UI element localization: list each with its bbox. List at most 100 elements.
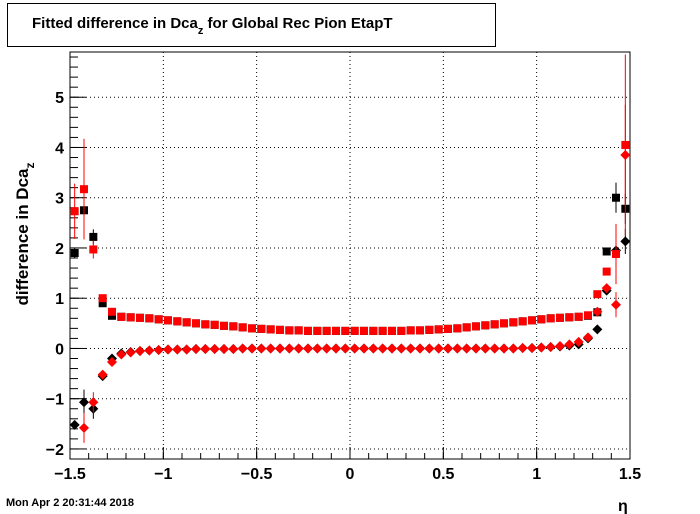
x-tick-label: 1.5 xyxy=(619,466,641,483)
square-marker xyxy=(472,322,480,331)
diamond-marker xyxy=(415,343,425,354)
diamond-marker xyxy=(387,343,397,354)
diamond-marker xyxy=(79,397,89,408)
x-tick-label: 1 xyxy=(532,466,541,483)
square-marker xyxy=(108,307,116,316)
diamond-marker xyxy=(79,422,89,433)
square-marker xyxy=(220,321,228,330)
x-tick-label: −1.5 xyxy=(54,466,86,483)
series-3 xyxy=(79,104,631,443)
square-marker xyxy=(612,249,620,258)
diamond-marker xyxy=(331,343,341,354)
y-tick-labels: −2 −1 0 1 2 3 4 5 xyxy=(46,90,64,459)
diamond-marker xyxy=(312,343,323,354)
diamond-marker xyxy=(88,397,99,408)
grid xyxy=(70,52,630,459)
diamond-marker xyxy=(97,369,108,380)
diamond-marker xyxy=(284,343,295,354)
diamond-marker xyxy=(228,343,239,354)
square-marker xyxy=(70,207,79,216)
square-marker xyxy=(201,320,210,329)
square-marker xyxy=(388,326,396,335)
square-marker xyxy=(70,248,79,257)
square-marker xyxy=(294,326,303,335)
square-marker xyxy=(546,314,555,323)
square-marker xyxy=(80,185,88,194)
square-marker xyxy=(276,325,284,334)
square-marker xyxy=(322,326,331,335)
diamond-marker xyxy=(125,347,136,358)
square-marker xyxy=(537,315,546,324)
square-marker xyxy=(425,325,434,334)
diamond-marker xyxy=(583,332,593,343)
square-marker xyxy=(360,326,368,335)
square-marker xyxy=(565,313,574,322)
diamond-marker xyxy=(349,343,360,354)
diamond-marker xyxy=(601,283,612,294)
square-marker xyxy=(154,315,163,324)
square-marker xyxy=(229,322,238,331)
square-marker xyxy=(574,312,583,321)
x-tick-label: −1 xyxy=(154,466,172,483)
square-marker xyxy=(108,311,116,320)
diamond-marker xyxy=(237,343,248,354)
diamond-marker xyxy=(471,343,481,354)
timestamp: Mon Apr 2 20:31:44 2018 xyxy=(6,497,134,509)
y-tick-label: 2 xyxy=(55,241,64,258)
square-marker xyxy=(500,319,508,328)
diamond-marker xyxy=(265,343,276,354)
y-tick-label: 1 xyxy=(55,291,64,308)
square-marker xyxy=(210,320,219,329)
square-marker xyxy=(126,313,135,322)
x-tick-label: 0 xyxy=(346,466,355,483)
square-marker xyxy=(612,193,620,202)
square-marker xyxy=(238,323,247,332)
diamond-marker xyxy=(181,344,192,355)
square-marker xyxy=(406,326,415,335)
square-marker xyxy=(313,326,322,335)
plot-frame xyxy=(69,51,631,460)
square-marker xyxy=(136,313,144,322)
title-main-text: Fitted difference in Dca xyxy=(32,15,198,32)
x-tick-labels: −1.5 −1 −0.5 0 0.5 1 1.5 xyxy=(54,466,641,483)
diamond-marker xyxy=(219,343,229,354)
diamond-marker xyxy=(424,343,435,354)
square-marker xyxy=(98,294,107,303)
square-marker xyxy=(434,325,443,334)
square-marker xyxy=(117,312,126,321)
square-marker xyxy=(397,326,406,335)
diamond-marker xyxy=(499,343,509,354)
diamond-marker xyxy=(573,336,584,347)
square-marker xyxy=(481,321,490,330)
diamond-marker xyxy=(191,343,201,354)
square-marker xyxy=(304,326,312,335)
x-axis-label: η xyxy=(618,498,628,514)
diamond-marker xyxy=(69,419,80,430)
square-marker xyxy=(89,232,98,241)
diamond-marker xyxy=(321,343,332,354)
diamond-marker xyxy=(368,343,379,354)
y-axis-label: difference in Dcaz xyxy=(13,163,37,306)
title-subscript: z xyxy=(197,25,204,37)
square-marker xyxy=(164,316,172,325)
diamond-marker xyxy=(527,342,537,353)
diamond-marker xyxy=(489,343,500,354)
diamond-marker xyxy=(359,343,369,354)
y-tick-label: 0 xyxy=(55,341,64,358)
square-marker xyxy=(350,326,359,335)
y-tick-label: 3 xyxy=(55,191,64,208)
square-marker xyxy=(98,299,107,308)
diamond-marker xyxy=(200,343,211,354)
diamond-marker xyxy=(536,342,547,353)
square-marker xyxy=(593,290,602,299)
square-marker xyxy=(341,326,350,335)
diamond-marker xyxy=(480,343,491,354)
diamond-marker xyxy=(508,343,519,354)
diamond-marker xyxy=(564,339,575,350)
diamond-marker xyxy=(209,343,220,354)
diamond-marker xyxy=(620,150,631,161)
square-marker xyxy=(182,318,191,327)
diamond-marker xyxy=(135,345,145,356)
data-points xyxy=(69,54,631,443)
diamond-marker xyxy=(461,343,472,354)
